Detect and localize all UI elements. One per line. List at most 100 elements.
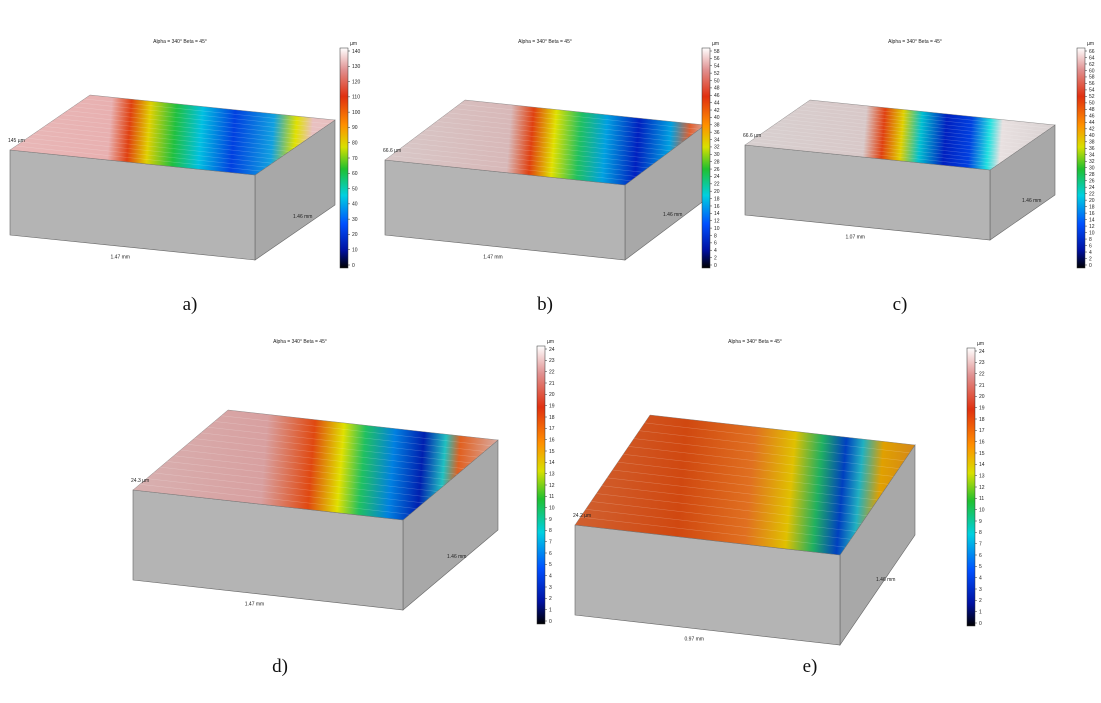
mesh-line <box>396 151 637 177</box>
mesh-line <box>207 426 478 458</box>
mesh-line <box>200 432 471 464</box>
colorbar-tick-label: 10 <box>1089 230 1095 236</box>
colorbar-tick-label: 40 <box>1089 133 1095 139</box>
colorbar-tick-label: 14 <box>979 462 985 468</box>
mesh-line <box>772 125 1018 151</box>
surface-panel: Alpha = 340° Beta = 45° 24.3 µm 1.47 mm 1.4… <box>131 339 555 677</box>
colorbar-tick-label: 38 <box>714 123 720 129</box>
surface-top <box>9 94 336 176</box>
mesh-line <box>639 430 905 461</box>
x-label: 0.97 mm <box>685 637 704 643</box>
header: Alpha = 340° Beta = 45° <box>888 39 942 45</box>
colorbar-tick-label: 18 <box>979 417 985 423</box>
mesh-line <box>413 138 654 164</box>
mesh-line <box>221 415 492 446</box>
mesh-line <box>180 449 451 481</box>
colorbar-tick-label: 10 <box>352 248 358 254</box>
colorbar-tick-label: 13 <box>549 471 555 477</box>
mesh-line <box>758 135 1004 161</box>
colorbar-tick-label: 54 <box>1089 88 1095 94</box>
mesh-line <box>430 125 671 151</box>
y-label: 1.46 mm <box>1022 198 1041 204</box>
colorbar-tick-label: 16 <box>714 204 720 210</box>
mesh-line <box>791 112 1037 139</box>
colorbar-tick-label: 26 <box>1089 178 1095 184</box>
colorbar <box>1076 47 1086 269</box>
mesh-line <box>453 108 694 134</box>
colorbar-tick-label: 58 <box>714 49 720 55</box>
height-label: 66.6 µm <box>743 133 761 139</box>
colorbar-tick-label: 40 <box>352 202 358 208</box>
colorbar-tick-label: 90 <box>352 125 358 131</box>
colorbar-tick-label: 62 <box>1089 62 1095 68</box>
mesh-line <box>146 478 417 509</box>
colorbar-tick-label: 60 <box>1089 68 1095 74</box>
colorbar-tick-label: 5 <box>549 562 552 568</box>
colorbar-tick-label: 3 <box>549 585 552 591</box>
colorbar-tick-label: 19 <box>979 405 985 411</box>
colorbar-tick-label: 64 <box>1089 55 1095 61</box>
colorbar-tick-label: 10 <box>979 507 985 513</box>
colorbar-tick-label: 28 <box>714 159 720 165</box>
mesh-line <box>596 493 862 524</box>
colorbar-tick-label: 4 <box>979 575 982 581</box>
colorbar-tick-label: 140 <box>352 49 361 55</box>
colorbar-tick-label: 23 <box>549 358 555 364</box>
colorbar-tick-label: 18 <box>714 196 720 202</box>
mesh-line <box>805 102 1051 129</box>
colorbar-tick-label: 4 <box>1089 250 1092 256</box>
colorbar-tick-label: 66 <box>1089 49 1095 55</box>
colorbar-tick-label: 8 <box>549 528 552 534</box>
surface-top <box>744 99 1056 171</box>
colorbar-tick-label: 14 <box>714 211 720 217</box>
colorbar-tick-label: 1 <box>979 609 982 615</box>
mesh-line <box>786 115 1032 142</box>
colorbar-tick-label: 44 <box>714 100 720 106</box>
colorbar <box>701 47 711 269</box>
colorbar <box>339 47 349 269</box>
mesh-line <box>38 130 284 156</box>
colorbar-tick-label: 24 <box>549 347 555 353</box>
colorbar-tick-label: 6 <box>714 241 717 247</box>
mesh-line <box>777 122 1023 148</box>
colorbar-tick-label: 16 <box>979 439 985 445</box>
colorbar-tick-label: 18 <box>1089 204 1095 210</box>
colorbar-tick-label: 16 <box>549 437 555 443</box>
colorbar-tick-label: 40 <box>714 115 720 121</box>
colorbar-tick-label: 20 <box>352 232 358 238</box>
colorbar-tick-label: 48 <box>1089 107 1095 113</box>
colorbar-tick-label: 52 <box>714 71 720 77</box>
colorbar-tick-label: 0 <box>352 263 355 269</box>
mesh-line <box>49 122 296 148</box>
colorbar-unit: µm <box>977 341 984 347</box>
colorbar-tick-label: 22 <box>714 182 720 188</box>
colorbar-tick-label: 1 <box>549 607 552 613</box>
colorbar-unit: µm <box>712 41 719 47</box>
colorbar-tick-label: 6 <box>979 553 982 559</box>
surface-panel: Alpha = 340° Beta = 45° 145 µm 1.47 mm 1.46… <box>8 39 361 315</box>
y-label: 1.46 mm <box>876 577 895 583</box>
mesh-line <box>214 421 485 452</box>
colorbar-tick-label: 12 <box>979 485 985 491</box>
colorbar-tick-label: 15 <box>979 451 985 457</box>
colorbar-tick-label: 32 <box>714 145 720 151</box>
colorbar-tick-label: 2 <box>549 596 552 602</box>
colorbar-tick-label: 17 <box>549 426 555 432</box>
colorbar-tick-label: 54 <box>714 64 720 70</box>
colorbar-tick-label: 4 <box>714 248 717 254</box>
mesh-line <box>407 142 648 169</box>
colorbar-tick-label: 3 <box>979 587 982 593</box>
colorbar-tick-label: 34 <box>1089 153 1095 159</box>
colorbar-tick-label: 24 <box>714 174 720 180</box>
colorbar-tick-label: 22 <box>1089 191 1095 197</box>
colorbar-tick-label: 8 <box>1089 237 1092 243</box>
colorbar-tick-label: 21 <box>979 383 985 389</box>
colorbar-tick-label: 24 <box>1089 185 1095 191</box>
colorbar-tick-label: 2 <box>714 255 717 261</box>
colorbar-tick-label: 70 <box>352 156 358 162</box>
colorbar-tick-label: 44 <box>1089 120 1095 126</box>
mesh-line <box>419 134 660 160</box>
mesh-line <box>633 438 899 469</box>
mesh-line <box>153 472 424 504</box>
